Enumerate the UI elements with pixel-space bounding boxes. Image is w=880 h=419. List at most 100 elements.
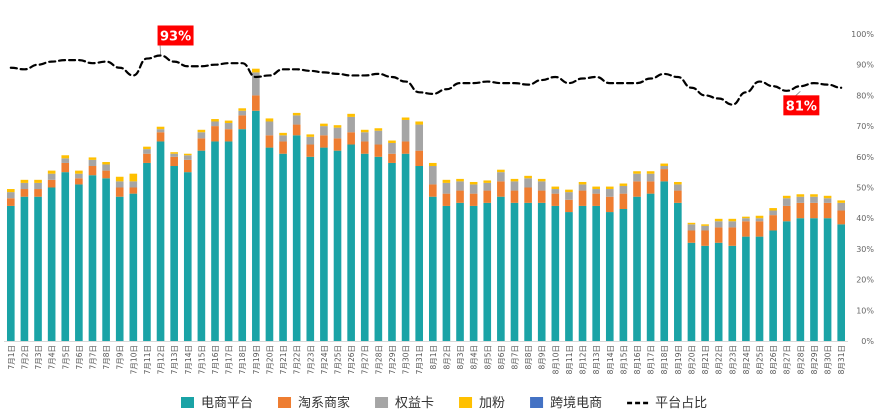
x-tick-label: 8月28日 (796, 345, 805, 374)
bar-segment (47, 170, 56, 174)
bar-segment (605, 186, 614, 190)
bar-segment (633, 181, 641, 197)
x-tick-label: 7月14日 (184, 345, 193, 374)
bar-segment (674, 181, 682, 185)
legend-label: 权益卡 (395, 395, 434, 411)
bar-segment (415, 150, 424, 167)
bar-segment (605, 189, 614, 197)
bar-segment (701, 224, 709, 226)
bar-segment (252, 72, 260, 96)
bar-segment (47, 187, 56, 341)
x-tick-label: 8月12日 (579, 345, 588, 374)
bar-segment (456, 181, 464, 191)
bar-stack (115, 176, 124, 341)
bar-segment (469, 205, 478, 341)
bar-stack (170, 152, 178, 341)
bar-segment (701, 245, 709, 341)
bar-segment (796, 196, 805, 203)
bar-segment (360, 153, 369, 341)
bar-segment (428, 166, 437, 185)
bar-segment (415, 124, 424, 151)
bar-segment (102, 178, 110, 341)
bar-segment (483, 180, 492, 183)
bar-segment (537, 202, 546, 341)
x-tick-label: 7月3日 (34, 345, 43, 370)
x-tick-label: 8月2日 (442, 345, 451, 370)
bar-segment (88, 166, 97, 176)
bar-segment (742, 218, 750, 222)
bar-stack (782, 195, 791, 341)
bar-segment (619, 183, 628, 186)
bar-segment (320, 135, 328, 148)
bar-segment (742, 236, 750, 341)
x-tick-label: 7月23日 (306, 345, 315, 374)
bar-segment (34, 179, 42, 183)
bar-segment (742, 216, 750, 219)
bar-segment (619, 208, 628, 341)
bar-segment (810, 218, 818, 341)
bar-segment (796, 218, 805, 341)
x-tick-label: 7月13日 (170, 345, 179, 374)
annotations-layer: 93% 81% (157, 25, 820, 116)
bar-stack (810, 194, 818, 341)
bar-segment (183, 172, 192, 341)
x-tick-label: 8月22日 (715, 345, 724, 374)
bar-segment (823, 202, 832, 219)
bar-stack (510, 178, 519, 341)
x-tick-label: 8月8日 (524, 345, 533, 370)
x-tick-label: 7月7日 (88, 345, 97, 370)
bar-segment (170, 153, 178, 157)
bar-segment (674, 190, 682, 203)
bar-stack (360, 129, 369, 341)
legend-label: 平台占比 (655, 396, 707, 411)
bar-segment (75, 170, 83, 174)
y-tick-label: 0% (861, 337, 874, 346)
bar-segment (333, 127, 342, 139)
bar-segment (292, 124, 301, 136)
bar-segment (674, 202, 682, 341)
bar-segment (592, 189, 600, 194)
bar-segment (211, 126, 219, 142)
bar-segment (782, 198, 791, 206)
bar-segment (728, 221, 737, 228)
bar-segment (524, 178, 532, 188)
bar-segment (197, 129, 206, 133)
bar-segment (660, 181, 669, 341)
y-axis: 0% 10% 20% 30% 40% 50% 60% 70% 80% 90% 100% (4, 30, 874, 346)
bar-segment (551, 186, 560, 190)
bar-segment (347, 132, 355, 145)
x-tick-label: 7月18日 (238, 345, 247, 374)
bar-segment (687, 222, 696, 225)
bar-segment (143, 149, 151, 154)
bar-segment (360, 132, 369, 142)
bar-stack (197, 129, 206, 341)
x-tick-label: 7月24日 (320, 345, 329, 374)
legend-label: 淘系商家 (298, 395, 350, 411)
bar-segment (578, 181, 587, 185)
bar-segment (170, 166, 178, 341)
x-tick-label: 8月16日 (633, 345, 642, 374)
bar-segment (551, 205, 560, 341)
x-tick-label: 8月18日 (660, 345, 669, 374)
bar-segment (619, 193, 628, 209)
bar-segment (524, 175, 532, 179)
bar-segment (442, 193, 451, 206)
bar-segment (401, 119, 410, 142)
bar-stack (374, 128, 383, 341)
x-tick-label: 7月31日 (415, 345, 424, 374)
y-tick-label: 20% (856, 276, 874, 285)
bar-segment (129, 173, 138, 182)
bar-segment (115, 187, 124, 197)
bar-stack (537, 178, 546, 341)
bar-segment (728, 218, 737, 222)
x-tick-label: 7月29日 (388, 345, 397, 374)
bar-segment (592, 186, 600, 190)
bar-stack (347, 113, 355, 341)
x-tick-label: 8月7日 (510, 345, 519, 370)
bar-segment (592, 205, 600, 341)
bar-segment (755, 236, 764, 341)
bar-segment (197, 150, 206, 341)
bar-segment (265, 121, 274, 136)
bar-stack (183, 153, 192, 341)
bar-segment (347, 144, 355, 341)
